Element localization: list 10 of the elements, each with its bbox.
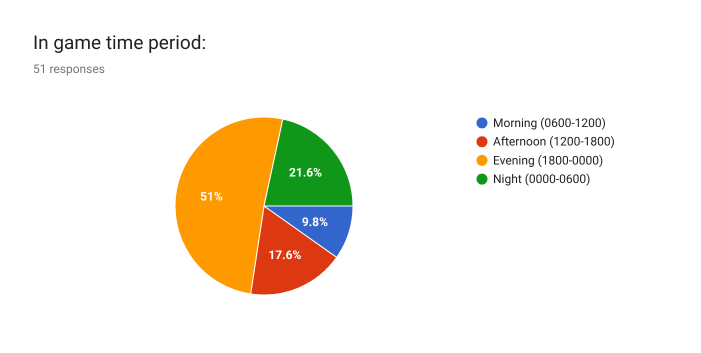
data-label: 9.8% [302, 215, 328, 230]
legend-label: Morning (0600-1200) [493, 116, 606, 130]
data-label: 21.6% [289, 165, 322, 180]
legend-label: Evening (1800-0000) [493, 153, 604, 168]
data-label: 51% [200, 189, 223, 204]
legend-label: Night (0000-0600) [493, 172, 590, 186]
text: 51 responses [33, 62, 105, 76]
legend-label: Afternoon (1200-1800) [493, 134, 615, 149]
data-label: 17.6% [268, 248, 302, 262]
chart-title: In game time period: [33, 31, 206, 54]
